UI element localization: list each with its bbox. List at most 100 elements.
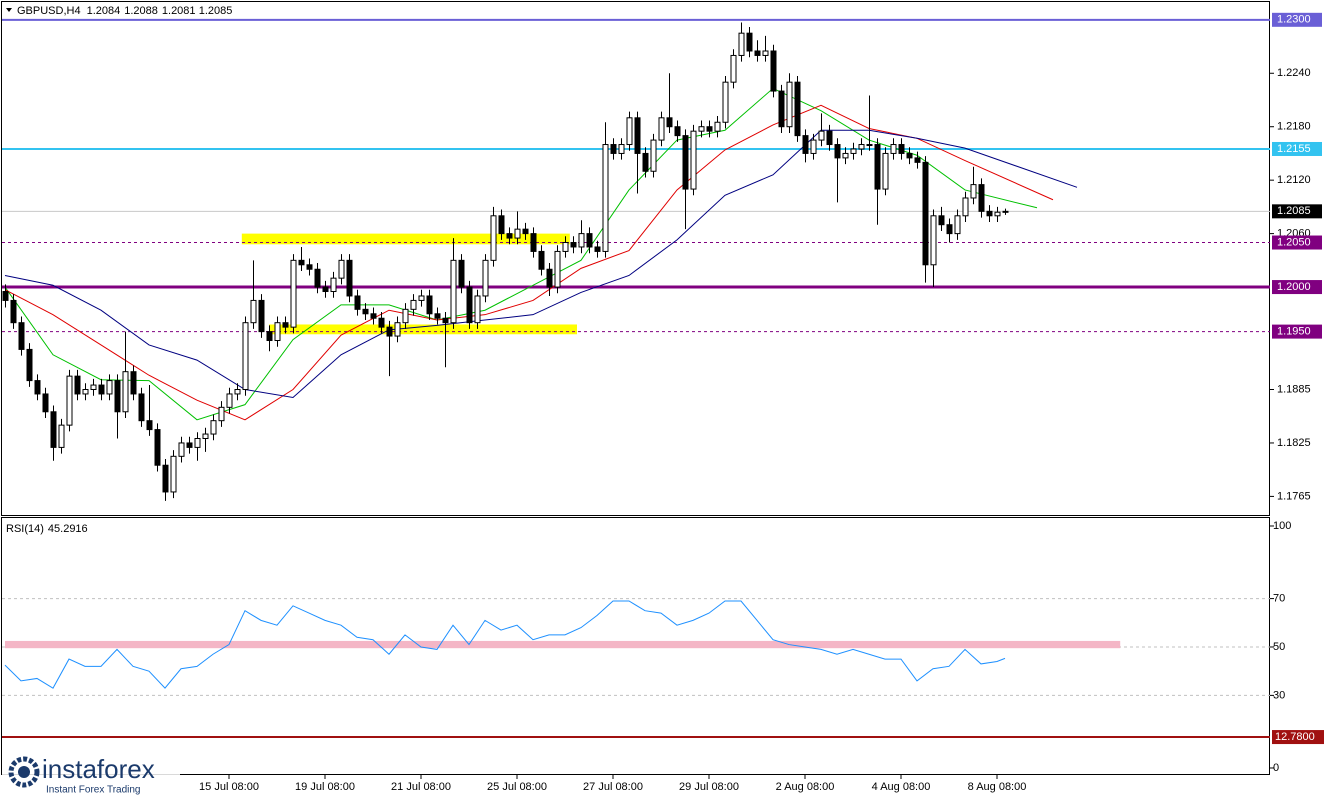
candle-body — [210, 420, 217, 435]
candle-body — [226, 393, 233, 408]
rsi-level-box — [1272, 730, 1324, 745]
candle-body — [74, 375, 81, 395]
x-tick-label: 21 Jul 08:00 — [391, 781, 451, 793]
candle-body — [290, 259, 297, 328]
candle-body — [946, 224, 953, 235]
candle-body — [834, 144, 841, 159]
level-box — [1272, 280, 1322, 295]
x-tick-label: 8 Aug 08:00 — [968, 781, 1027, 793]
main-frame — [1, 1, 1270, 516]
candle-body — [738, 32, 745, 56]
candle-body — [442, 317, 449, 324]
level-label: 1.1950 — [1277, 326, 1311, 338]
candle-body — [418, 295, 425, 301]
moving-average — [4, 87, 1038, 421]
candle-body — [338, 259, 345, 279]
rsi-header: RSI(14) 45.2916 — [6, 523, 88, 535]
candle-body — [546, 268, 553, 288]
candle-body — [218, 406, 225, 422]
rsi-level-label: 12.7800 — [1275, 731, 1315, 743]
candle-body — [978, 184, 985, 212]
candle-body — [458, 259, 465, 288]
candle-body — [66, 375, 73, 426]
candle-body — [426, 295, 433, 315]
candle-body — [874, 144, 881, 190]
candle-body — [850, 148, 857, 154]
candle-body — [650, 139, 657, 172]
candle-body — [386, 326, 393, 337]
candle-body — [522, 228, 529, 235]
candle-body — [794, 81, 801, 137]
candle-body — [354, 295, 361, 310]
candle-body — [506, 233, 513, 239]
candle-body — [274, 322, 281, 342]
candle-body — [34, 380, 41, 395]
candle-body — [930, 215, 937, 266]
candle-body — [706, 126, 713, 132]
candle-body — [10, 299, 17, 324]
candle-body — [394, 322, 401, 337]
y-tick-label: 1.2180 — [1277, 121, 1311, 133]
candle-body — [722, 81, 729, 123]
y-tick-label: 1.2120 — [1277, 174, 1311, 186]
candle-body — [2, 291, 9, 301]
candle-body — [562, 242, 569, 252]
candle-body — [434, 313, 441, 319]
candle-body — [866, 144, 873, 147]
y-tick-label: 1.2240 — [1277, 67, 1311, 79]
candle-body — [690, 130, 697, 190]
level-label: 1.2000 — [1277, 281, 1311, 293]
rsi-tick-label: 30 — [1273, 689, 1285, 701]
candle-body — [698, 126, 705, 132]
x-tick-label: 25 Jul 08:00 — [487, 781, 547, 793]
candle-body — [994, 211, 1001, 217]
candle-body — [610, 144, 617, 154]
rsi-tick-label: 70 — [1273, 592, 1285, 604]
candle-body — [186, 442, 193, 448]
symbol: GBPUSD,H4 — [17, 5, 81, 17]
candle-body — [962, 197, 969, 217]
candle-body — [130, 371, 137, 395]
candle-body — [570, 242, 577, 248]
candle-body — [258, 299, 265, 333]
candle-body — [410, 299, 417, 310]
candle-body — [634, 117, 641, 154]
candle-body — [50, 411, 57, 448]
candle-body — [714, 121, 721, 132]
level-box — [1272, 235, 1322, 250]
x-tick-label: 29 Jul 08:00 — [679, 781, 739, 793]
rsi-tick-label: 100 — [1273, 520, 1291, 532]
candle-body — [466, 286, 473, 324]
candle-body — [810, 139, 817, 154]
candle-body — [242, 322, 249, 391]
candle-body — [378, 317, 385, 328]
candle-body — [314, 268, 321, 288]
candle-body — [330, 277, 337, 293]
x-tick-label: 19 Jul 08:00 — [295, 781, 355, 793]
candle-body — [778, 90, 785, 128]
candle-body — [138, 393, 145, 422]
candle-body — [58, 424, 65, 448]
candle-body — [402, 308, 409, 324]
candle-body — [890, 144, 897, 154]
header: GBPUSD,H4 1.2084 1.2088 1.2081 1.2085 — [17, 5, 232, 17]
candle-body — [370, 313, 377, 319]
candle-body — [170, 455, 177, 493]
zone — [269, 324, 577, 335]
level-label: 1.2300 — [1277, 14, 1311, 26]
candle-body — [786, 81, 793, 128]
level-box — [1272, 204, 1322, 219]
candle-body — [98, 384, 105, 395]
candle-body — [842, 152, 849, 159]
logo-tagline: Instant Forex Trading — [46, 785, 141, 796]
candle-body — [906, 152, 913, 159]
close: 1.2085 — [199, 5, 233, 17]
candle-body — [626, 117, 633, 146]
candle-body — [898, 144, 905, 154]
candle-body — [346, 259, 353, 297]
candle-body — [954, 215, 961, 235]
rsi-tick-label: 50 — [1273, 641, 1285, 653]
candle-body — [746, 32, 753, 52]
candle-body — [642, 152, 649, 172]
